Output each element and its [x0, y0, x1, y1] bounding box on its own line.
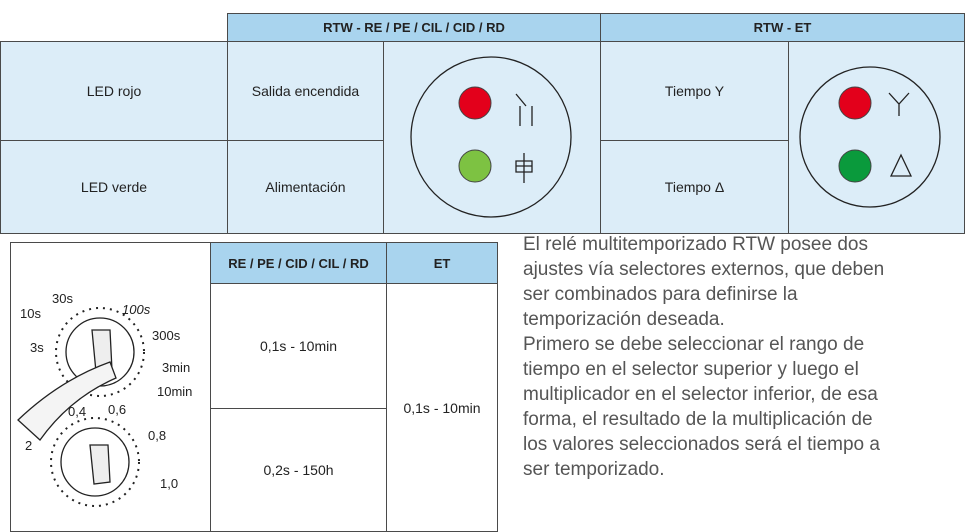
cell: 0,1s - 10min	[386, 283, 498, 532]
cell: LED rojo	[0, 41, 228, 141]
star-icon	[888, 92, 910, 116]
text-line: los valores seleccionados será el tiempo…	[523, 434, 880, 455]
dial-label: 3min	[162, 360, 190, 375]
text-line: forma, el resultado de la multiplicación…	[523, 409, 873, 430]
text-line: tiempo en el selector superior y luego e…	[523, 359, 859, 380]
dial-labels: 10s 30s 100s 3s 300s 3min 10min 0,4 0,6 0,8 2 1,0	[20, 291, 192, 491]
text-line: ajustes vía selectores externos, que deb…	[523, 259, 885, 280]
cell: LED verde	[0, 140, 228, 234]
dial-label: 100s	[122, 302, 151, 317]
dial-label: 1,0	[160, 476, 178, 491]
cell: 0,2s - 150h	[210, 408, 387, 532]
description: El relé multitemporizado RTW posee dos aj…	[523, 232, 965, 529]
dial-label: 30s	[52, 291, 73, 306]
text-line: El relé multitemporizado RTW posee dos	[523, 234, 868, 255]
header-cell: RTW - RE / PE / CIL / CID / RD	[227, 13, 601, 42]
cell: Alimentación	[227, 140, 384, 234]
text-line: multiplicador en el selector inferior, d…	[523, 384, 878, 405]
dial-label: 0,4	[68, 404, 86, 419]
paragraph: Primero se debe seleccionar el rango de t…	[523, 332, 965, 482]
paragraph: El relé multitemporizado RTW posee dos aj…	[523, 232, 965, 332]
diagram-circle	[799, 66, 941, 208]
diagram-circle	[410, 56, 572, 218]
dial-label: 10min	[157, 384, 192, 399]
cell: Tiempo Y	[600, 41, 789, 141]
screwdriver	[17, 361, 117, 441]
dial	[60, 427, 130, 497]
dial-label: 3s	[30, 340, 44, 355]
led-green	[458, 149, 492, 183]
dial-label: 300s	[152, 328, 181, 343]
dial-label: 0,8	[148, 428, 166, 443]
text-line: ser temporizado.	[523, 459, 665, 480]
relay-icon	[515, 153, 533, 183]
dial-ticks	[50, 417, 140, 507]
dial-label: 0,6	[108, 402, 126, 417]
dial-label: 10s	[20, 306, 41, 321]
cell: Tiempo Δ	[600, 140, 789, 234]
diagram-cell	[383, 41, 601, 234]
led-green	[838, 149, 872, 183]
dial-ticks	[55, 307, 145, 397]
dial-label: 2	[25, 438, 32, 453]
led-red	[838, 86, 872, 120]
text-line: temporización deseada.	[523, 309, 725, 330]
text-line: ser combinados para definirse la	[523, 284, 798, 305]
text-line: Primero se debe seleccionar el rango de	[523, 334, 865, 355]
switch-icon	[515, 93, 533, 126]
delta-icon	[889, 153, 913, 177]
led-red	[458, 86, 492, 120]
header-cell: ET	[386, 242, 498, 284]
